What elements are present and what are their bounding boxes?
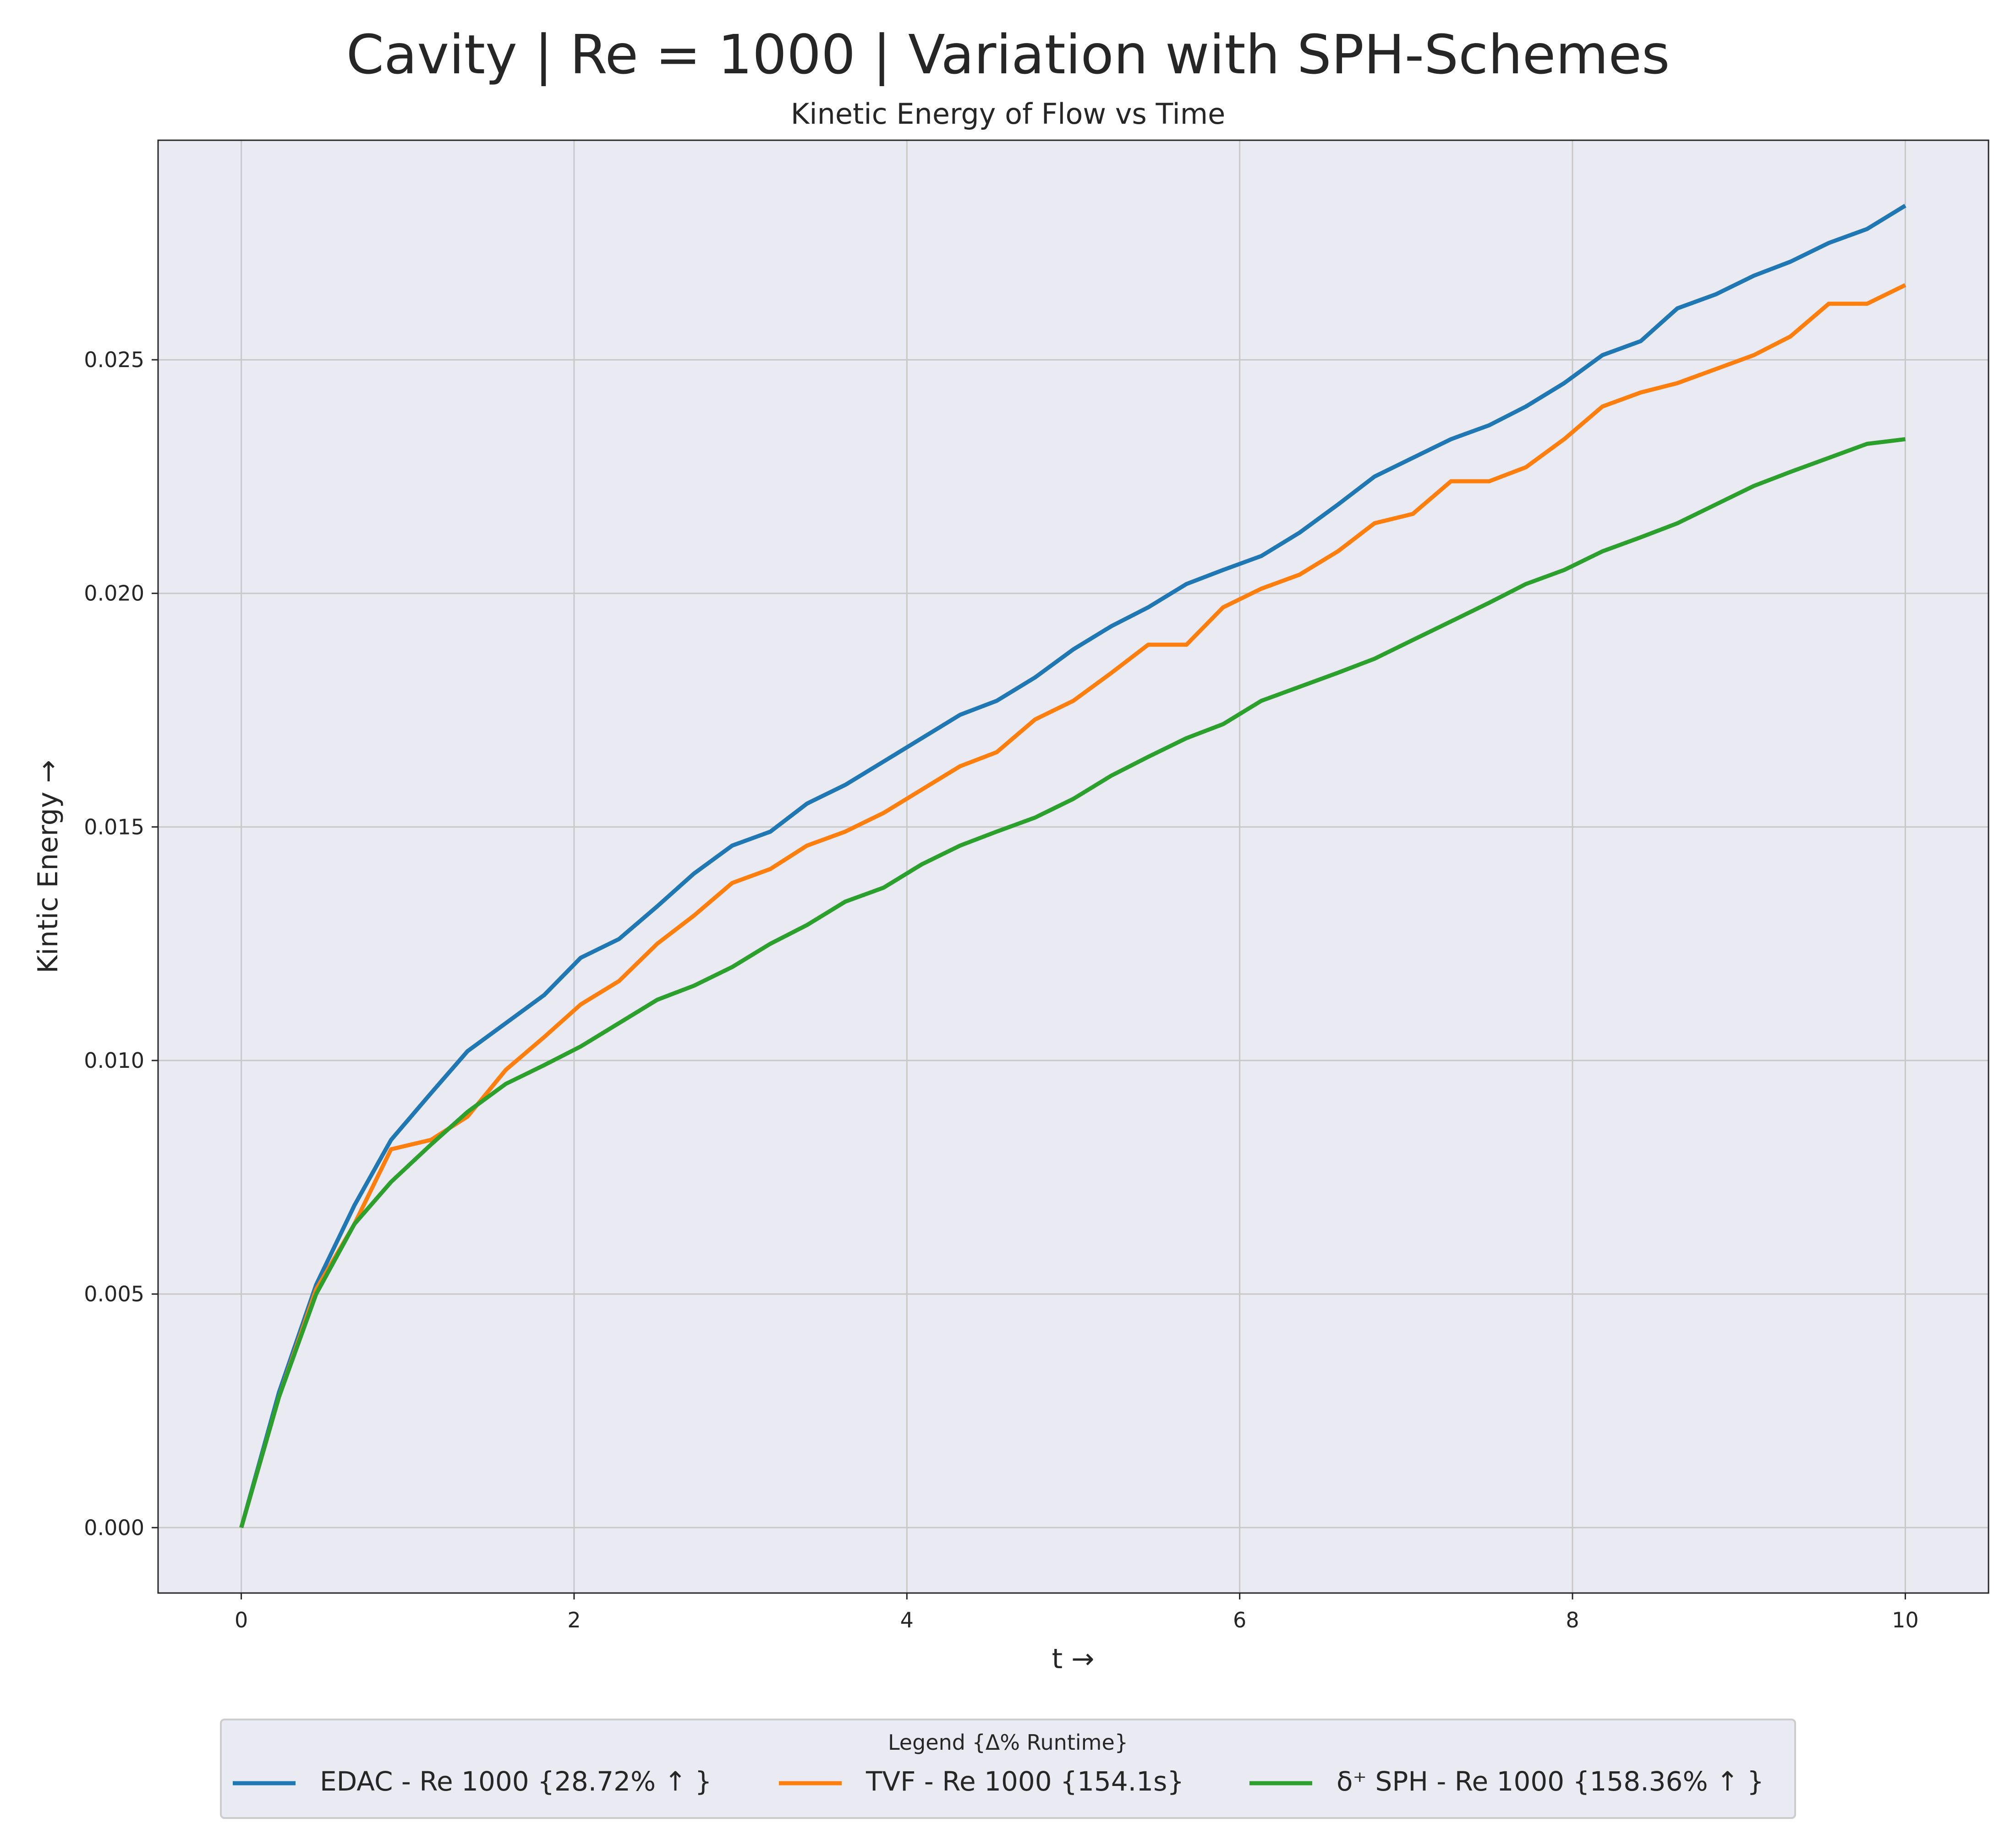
x-tick-label: 2: [567, 1608, 581, 1632]
y-tick-label: 0.015: [84, 814, 144, 839]
series-line-1: [239, 283, 1906, 1528]
y-axis-label: Kintic Energy →: [32, 760, 64, 973]
chart-title: Cavity | Re = 1000 | Variation with SPH-…: [346, 23, 1670, 86]
x-tick-label: 4: [900, 1608, 914, 1632]
x-tick-label: 10: [1892, 1608, 1919, 1632]
legend-entries: EDAC - Re 1000 {28.72% ↑ } TVF - Re 1000 …: [233, 1766, 1764, 1797]
y-tick-label: 0.000: [84, 1515, 144, 1540]
legend-title: Legend {Δ% Runtime}: [888, 1730, 1128, 1755]
legend-box: [220, 1719, 1796, 1819]
legend-label-1: TVF - Re 1000 {154.1s}: [866, 1766, 1184, 1797]
y-tick-label: 0.010: [84, 1048, 144, 1073]
legend-label-0: EDAC - Re 1000 {28.72% ↑ }: [320, 1766, 712, 1797]
axis-ticks: 0 2 4 6 8 10 0.000 0.005 0.010 0.015 0.020 0.025: [84, 347, 1918, 1632]
gridlines: [158, 140, 1989, 1593]
series-line-0: [239, 203, 1906, 1528]
chart-subtitle: Kinetic Energy of Flow vs Time: [791, 97, 1226, 131]
series-line-2: [239, 437, 1906, 1528]
legend-label-2: δ⁺ SPH - Re 1000 {158.36% ↑ }: [1337, 1766, 1764, 1797]
series-lines: [239, 203, 1906, 1528]
x-tick-label: 6: [1233, 1608, 1246, 1632]
y-tick-label: 0.025: [84, 347, 144, 372]
x-axis-label: t →: [1052, 1643, 1095, 1675]
plot-area: [157, 139, 1989, 1594]
legend: Legend {Δ% Runtime} EDAC - Re 1000 {28.7…: [220, 1719, 1796, 1819]
x-tick-label: 0: [235, 1608, 248, 1632]
y-tick-label: 0.020: [84, 581, 144, 606]
plot-frame: [157, 139, 1989, 1594]
y-tick-label: 0.005: [84, 1282, 144, 1307]
x-tick-label: 8: [1566, 1608, 1579, 1632]
